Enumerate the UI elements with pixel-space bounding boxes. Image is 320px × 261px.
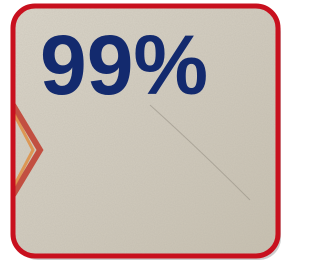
percentage: 99% <box>40 18 208 112</box>
badge: 99% <box>0 0 283 261</box>
